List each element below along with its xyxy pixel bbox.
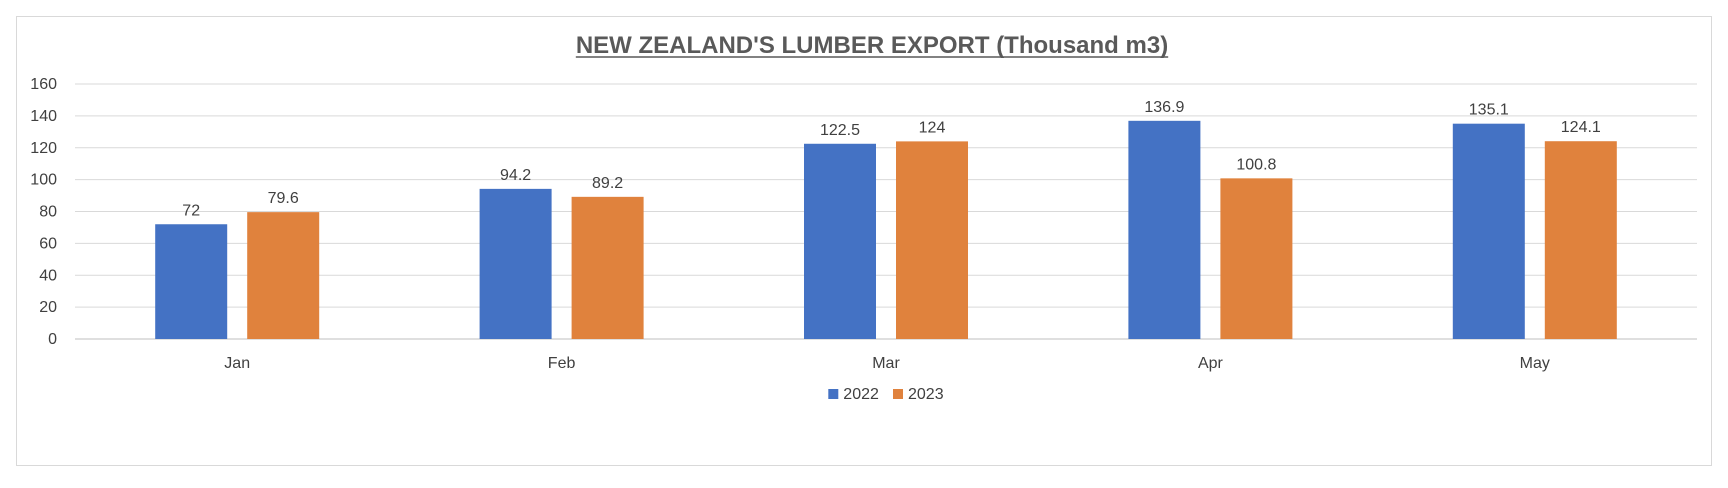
legend-label: 2022 xyxy=(843,386,879,403)
y-tick-label: 100 xyxy=(30,172,57,189)
bar-2023-Apr xyxy=(1220,178,1293,339)
data-labels: 72 79.6 94.2 89.2 122.5 124 136.9 100.8 135.1 124… xyxy=(182,99,1601,219)
x-tick-label: Feb xyxy=(548,355,576,372)
x-tick-label: Jan xyxy=(224,355,250,372)
legend-swatch xyxy=(828,389,839,399)
data-label: 135.1 xyxy=(1469,102,1509,119)
x-tick-label: Mar xyxy=(872,355,900,372)
legend-item-2023: 2023 xyxy=(893,386,944,403)
data-label: 122.5 xyxy=(820,122,860,139)
chart-frame: NEW ZEALAND'S LUMBER EXPORT (Thousand m3… xyxy=(16,16,1712,466)
bars xyxy=(155,120,1617,339)
y-tick-label: 120 xyxy=(30,140,57,157)
legend: 2022 2023 xyxy=(828,386,944,403)
data-label: 136.9 xyxy=(1144,99,1184,116)
y-tick-label: 160 xyxy=(30,76,57,93)
bar-2022-Jan xyxy=(155,224,228,339)
legend-item-2022: 2022 xyxy=(828,386,879,403)
data-label: 89.2 xyxy=(592,175,623,192)
y-tick-label: 80 xyxy=(39,204,57,221)
bar-2022-May xyxy=(1452,123,1525,339)
x-tick-label: Apr xyxy=(1198,355,1224,372)
bar-2023-May xyxy=(1544,141,1617,339)
y-tick-label: 20 xyxy=(39,299,57,316)
gridlines xyxy=(75,83,1697,340)
data-label: 72 xyxy=(182,202,200,219)
legend-label: 2023 xyxy=(908,386,944,403)
bar-2022-Feb xyxy=(479,188,552,339)
y-tick-label: 0 xyxy=(48,331,57,348)
y-tick-label: 140 xyxy=(30,108,57,125)
data-label: 94.2 xyxy=(500,167,531,184)
bar-2023-Jan xyxy=(247,212,320,339)
chart-title: NEW ZEALAND'S LUMBER EXPORT (Thousand m3… xyxy=(576,32,1168,59)
data-label: 79.6 xyxy=(268,190,299,207)
x-axis-ticks: Jan Feb Mar Apr May xyxy=(224,355,1550,372)
bar-2023-Feb xyxy=(571,196,644,339)
y-tick-label: 40 xyxy=(39,267,57,284)
data-label: 100.8 xyxy=(1236,156,1276,173)
bar-2022-Mar xyxy=(804,143,876,339)
bar-2023-Mar xyxy=(896,141,968,339)
bar-2022-Apr xyxy=(1128,120,1201,339)
x-tick-label: May xyxy=(1520,355,1550,372)
legend-swatch xyxy=(893,389,903,399)
data-label: 124 xyxy=(919,119,946,136)
y-axis-ticks: 0 20 40 60 80 100 120 140 160 xyxy=(30,76,57,348)
bar-chart: NEW ZEALAND'S LUMBER EXPORT (Thousand m3… xyxy=(30,32,1697,403)
y-tick-label: 60 xyxy=(39,235,57,252)
data-label: 124.1 xyxy=(1561,119,1601,136)
